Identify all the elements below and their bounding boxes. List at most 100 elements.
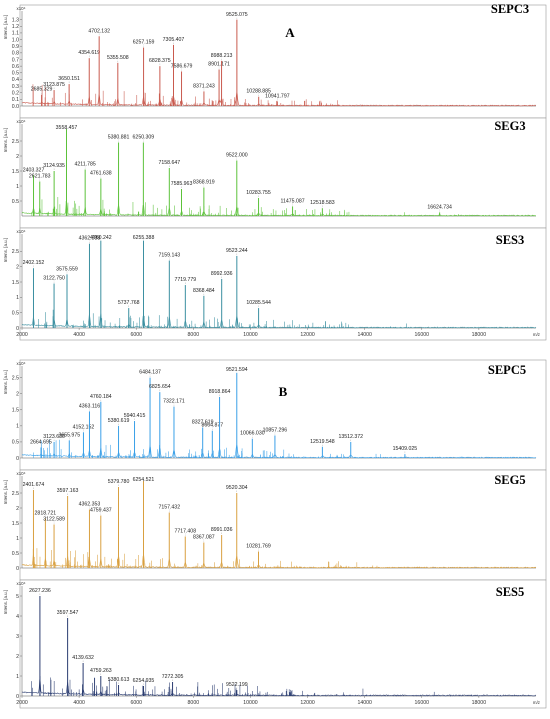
peak-label: 7157.432 (158, 505, 180, 511)
peak-label: 3597.547 (57, 610, 79, 616)
peak-label: 8992.936 (211, 271, 233, 277)
y-tick-label: 0.7 (12, 57, 19, 63)
peak-label: 10281.769 (246, 544, 271, 550)
y-tick-label: 0.5 (12, 440, 19, 446)
peak-label: 8368.919 (193, 180, 215, 186)
peak-label: 5380.619 (108, 418, 130, 424)
y-tick-label: 0.9 (12, 44, 19, 50)
peak-label: 7272.305 (162, 674, 184, 680)
x-tick-label: 10000 (243, 332, 258, 338)
peak-label: 10288.885 (246, 89, 271, 95)
y-multiplier: x10⁴ (17, 119, 26, 124)
peak-label: 12519.548 (310, 439, 335, 445)
y-tick-label: 2 (16, 264, 19, 270)
panel-frame (19, 4, 547, 119)
x-tick-label: 16000 (415, 700, 430, 706)
y-tick-label: 4 (16, 614, 19, 620)
peak-label: 4759.437 (90, 508, 112, 514)
y-tick-label: 0.8 (12, 51, 19, 57)
y-tick-label: 2.5 (12, 139, 19, 145)
peak-label: 9525.075 (226, 12, 248, 18)
y-tick-label: 2.5 (12, 491, 19, 497)
panel-title: SEPC5 (488, 363, 526, 377)
peak-label: 3655.975 (58, 432, 80, 438)
y-axis-label: Intens. [a.u.] (3, 590, 8, 614)
group-label-b: B (279, 384, 288, 399)
spectrum-trace (21, 444, 537, 459)
x-tick-label: 6000 (130, 700, 142, 706)
y-axis-label: Intens. [a.u.] (3, 15, 8, 39)
peak-label: 6254.521 (133, 477, 155, 483)
peak-label: 2403.327 (23, 168, 45, 174)
x-tick-label: 12000 (300, 332, 315, 338)
peak-label: 2627.236 (29, 588, 51, 594)
peak-label: 12518.583 (310, 200, 335, 206)
peak-label: 9520.304 (226, 485, 248, 491)
spectrum-panel-seg3: 0.5 1 1.5 2 2.5 Intens. [a.u.] x10⁴ 2403.327262… (3, 117, 547, 229)
y-tick-label: 0 (16, 456, 19, 462)
peak-label: 9523.244 (226, 248, 248, 254)
x-tick-label: 2000 (16, 332, 28, 338)
y-tick-label: 2 (16, 154, 19, 160)
x-tick-label: 16000 (415, 332, 430, 338)
spectrum-panel-sepc3: 0.00.10.20.30.40.50.60.70.80.91.01.11.21… (3, 2, 547, 119)
y-tick-label: 0 (16, 566, 19, 572)
group-label-a: A (285, 25, 295, 40)
peak-label: 4211.785 (75, 162, 96, 168)
peak-label: 10066.030 (240, 431, 265, 437)
y-tick-label: 1.1 (12, 31, 19, 37)
peak-label: 2664.695 (30, 439, 52, 445)
peak-label: 6484.137 (139, 370, 161, 376)
spectrum-panel-ses5: 0 1 2 3 4 5 Intens. [a.u.] x10⁴ 2000 4000 6000 8000… (3, 579, 547, 709)
y-tick-label: 1 (16, 184, 19, 190)
y-tick-label: 2 (16, 506, 19, 512)
y-tick-label: 0 (16, 694, 19, 700)
peak-label: 2621.783 (29, 174, 51, 180)
y-tick-label: 0.5 (12, 551, 19, 557)
panel-title: SEPC3 (491, 2, 529, 16)
peak-label: 4760.242 (90, 235, 112, 241)
y-axis-label: Intens. [a.u.] (3, 238, 8, 262)
peak-label: 7159.143 (159, 253, 181, 259)
peak-label: 5940.415 (124, 413, 146, 419)
x-axis-label: m/z (533, 700, 540, 705)
peak-label: 4761.638 (90, 171, 112, 177)
y-tick-label: 5 (16, 594, 19, 600)
peak-label: 7585.963 (171, 181, 193, 187)
y-tick-label: 1.5 (12, 521, 19, 527)
y-tick-label: 0.4 (12, 77, 19, 83)
peak-label: 4152.152 (73, 424, 95, 430)
y-tick-label: 0.5 (12, 71, 19, 77)
spectrum-trace (21, 679, 537, 697)
y-tick-label: 1.0 (12, 37, 19, 43)
y-multiplier: x10⁴ (17, 361, 26, 366)
peak-label: 11475.087 (280, 198, 304, 204)
x-tick-label: 8000 (188, 332, 200, 338)
peak-label: 5737.768 (118, 300, 140, 306)
y-tick-label: 0.5 (12, 310, 19, 316)
peak-label: 6825.654 (149, 384, 171, 390)
y-tick-label: 1 (16, 674, 19, 680)
x-tick-label: 14000 (357, 700, 372, 706)
y-multiplier: x10⁴ (17, 229, 26, 234)
panel-title: SEG3 (494, 119, 525, 133)
peak-label: 4362.888 (79, 236, 101, 242)
y-tick-label: 1.5 (12, 408, 19, 414)
y-tick-label: 2.5 (12, 249, 19, 255)
y-tick-label: 2 (16, 392, 19, 398)
y-tick-label: 1.5 (12, 280, 19, 286)
y-tick-label: 3 (16, 634, 19, 640)
peak-label: 6828.375 (149, 58, 171, 64)
peak-label: 3122.589 (43, 517, 65, 523)
peak-label: 6255.388 (133, 235, 155, 241)
panel-frame (19, 359, 547, 471)
peak-label: 3122.750 (43, 276, 65, 282)
peak-label: 4139.632 (72, 655, 94, 661)
y-tick-label: 0.1 (12, 97, 19, 103)
y-tick-label: 0.2 (12, 91, 19, 97)
panel-frame (19, 117, 547, 229)
x-tick-label: 4000 (73, 332, 85, 338)
y-multiplier: x10⁴ (17, 6, 26, 11)
